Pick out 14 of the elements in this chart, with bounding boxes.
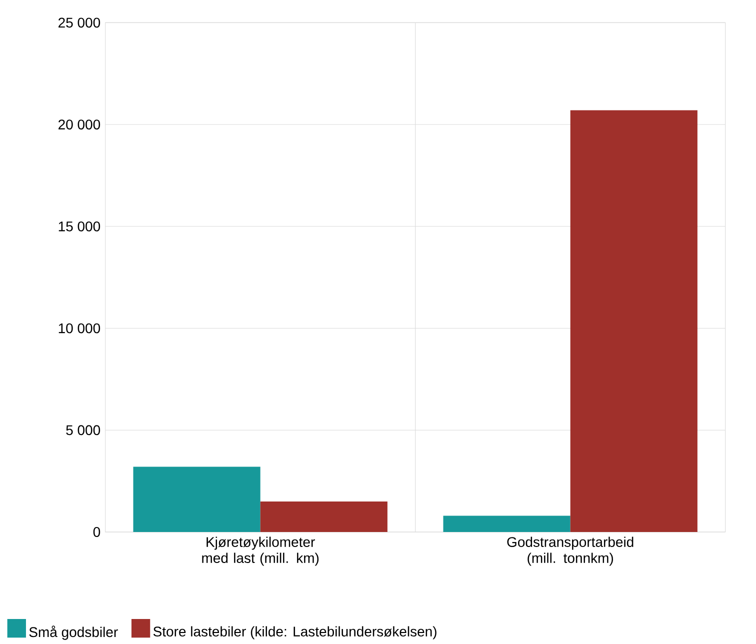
bar [260, 501, 388, 532]
y-tick-label: 5 000 [66, 425, 100, 436]
legend-label: Store lastebiler (kilde: Lastebilundersøkelsen) [153, 626, 436, 640]
bar [133, 466, 260, 532]
y-tick-label: 0 [93, 527, 100, 537]
x-tick-label: Kjøretøykilometer med last (mill. km) [202, 536, 319, 566]
y-tick-label: 20 000 [58, 120, 100, 130]
bar [570, 110, 698, 532]
y-tick-label: 25 000 [58, 18, 100, 28]
legend-label: Små godsbiler [29, 626, 118, 640]
bar [443, 516, 570, 532]
y-tick-label: 10 000 [58, 323, 100, 334]
x-tick-label: Godstransportarbeid (mill. tonnkm) [507, 536, 634, 566]
y-tick-label: 15 000 [58, 221, 100, 232]
